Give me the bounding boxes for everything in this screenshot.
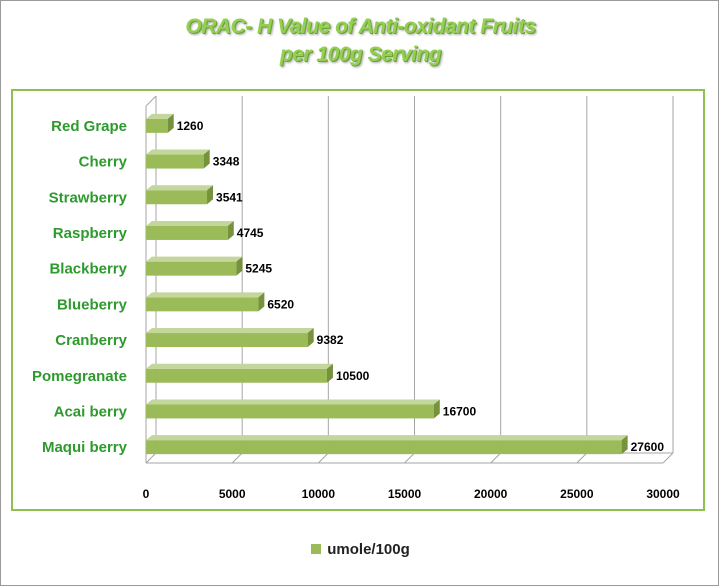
- bar-side: [167, 113, 174, 133]
- bar-side: [236, 256, 243, 276]
- category-label: Blackberry: [49, 261, 127, 278]
- bar-top: [146, 328, 314, 334]
- bar-side: [207, 185, 214, 205]
- x-tick-label: 10000: [302, 487, 336, 501]
- left-wall-top: [145, 95, 157, 107]
- bar-top: [146, 185, 214, 191]
- floor-tick: [490, 452, 502, 464]
- bar-side: [326, 363, 333, 383]
- bar-top: [146, 292, 265, 298]
- x-tick-label: 0: [143, 487, 150, 501]
- bar-top: [146, 113, 174, 119]
- bar-top: [146, 256, 243, 262]
- bar: [146, 368, 327, 383]
- bar: [146, 333, 308, 348]
- value-label: 27600: [631, 440, 665, 454]
- bar-side: [203, 149, 210, 169]
- bar: [146, 154, 204, 169]
- bar-side: [433, 399, 440, 419]
- floor-tick: [576, 452, 588, 464]
- value-label: 3541: [216, 190, 243, 204]
- chart-title: ORAC- H Value of Anti-oxidant Fruits per…: [1, 13, 719, 69]
- legend-swatch: [311, 543, 322, 554]
- bar: [146, 297, 259, 312]
- bar: [146, 190, 208, 205]
- chart-title-line-2: per 100g Serving: [279, 43, 442, 66]
- floor-tick: [317, 452, 329, 464]
- bar: [146, 404, 434, 419]
- value-label: 9382: [317, 333, 344, 347]
- x-tick-label: 5000: [219, 487, 246, 501]
- category-label: Cherry: [79, 154, 128, 171]
- value-label: 16700: [443, 404, 477, 418]
- bar-top: [146, 435, 628, 441]
- value-label: 4745: [237, 226, 264, 240]
- category-label: Raspberry: [53, 225, 128, 242]
- bar-top: [146, 363, 333, 369]
- bar-top: [146, 149, 210, 155]
- x-tick-label: 30000: [646, 487, 680, 501]
- plot-area-border: [11, 89, 705, 511]
- value-label: 6520: [267, 297, 294, 311]
- category-label: Strawberry: [49, 189, 128, 206]
- category-label: Acai berry: [54, 403, 128, 420]
- x-tick-label: 15000: [388, 487, 422, 501]
- bar-top: [146, 220, 234, 226]
- labels-layer: 0 5000 10000 15000 20000 25000 30000 Red Grape 1…: [32, 118, 680, 501]
- floor-tick: [404, 452, 415, 464]
- value-label: 1260: [177, 119, 204, 133]
- bars-layer: [146, 113, 628, 455]
- bar-top: [146, 399, 440, 405]
- bar-side: [621, 435, 628, 455]
- value-label: 10500: [336, 369, 370, 383]
- x-tick-label: 25000: [560, 487, 594, 501]
- x-tick-label: 20000: [474, 487, 508, 501]
- bar: [146, 118, 168, 133]
- value-label: 3348: [213, 155, 240, 169]
- category-label: Maqui berry: [42, 439, 128, 456]
- category-label: Pomegranate: [32, 368, 127, 385]
- legend: umole/100g: [1, 541, 719, 558]
- category-label: Blueberry: [57, 296, 128, 313]
- floor-tick: [662, 452, 674, 464]
- floor-tick: [145, 452, 157, 464]
- floor-tick: [231, 452, 243, 464]
- bar-side: [227, 220, 234, 240]
- category-label: Cranberry: [55, 332, 127, 349]
- chart-title-line-1: ORAC- H Value of Anti-oxidant Fruits: [185, 15, 536, 38]
- bar: [146, 440, 622, 455]
- bar-side: [307, 328, 314, 348]
- bar-side: [258, 292, 265, 312]
- bar: [146, 225, 228, 240]
- category-label: Red Grape: [51, 118, 127, 135]
- value-label: 5245: [245, 262, 272, 276]
- legend-label: umole/100g: [327, 541, 410, 558]
- bar: [146, 261, 237, 276]
